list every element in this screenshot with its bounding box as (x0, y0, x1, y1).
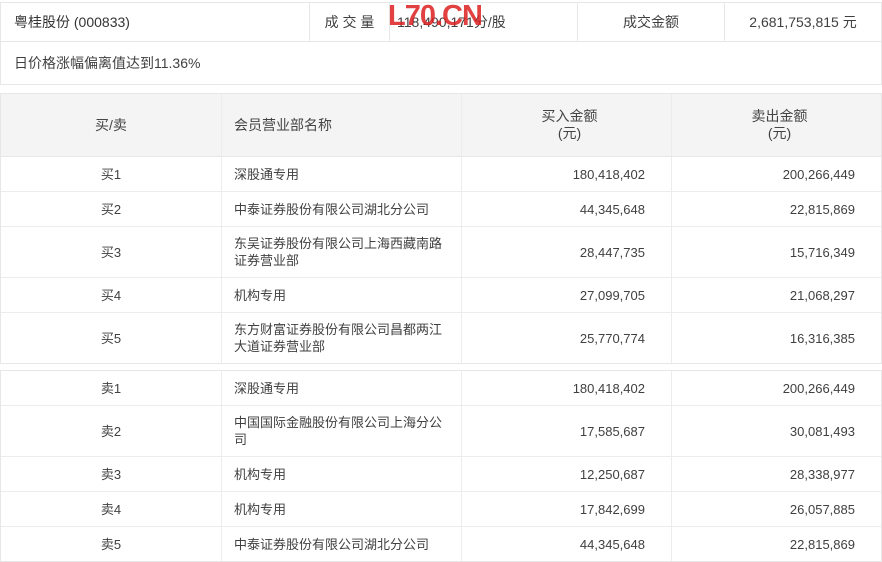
rank-cell: 卖5 (1, 527, 222, 561)
header-broker-name: 会员营业部名称 (222, 94, 462, 156)
volume-label: 成 交 量 (310, 3, 390, 41)
turnover-label: 成交金额 (578, 3, 725, 41)
sell-amount-cell: 26,057,885 (789, 501, 855, 517)
rank-cell: 买4 (1, 278, 222, 312)
header-buy-amount-unit: (元) (557, 125, 582, 141)
table-header-row: 买/卖 会员营业部名称 买入金额 (元) 卖出金额 (元) (1, 94, 881, 157)
header-sell-amount-line1: 卖出金额 (751, 108, 808, 124)
buy-amount-cell: 44,345,648 (462, 192, 672, 226)
broker-name-cell: 机构专用 (222, 492, 462, 526)
price-deviation-notice: 日价格涨幅偏离值达到11.36% (14, 55, 201, 71)
table-row-buy5: 买5 东方财富证券股份有限公司昌都两江大道证券营业部 25,770,774 16… (1, 313, 881, 363)
broker-name-cell: 机构专用 (222, 457, 462, 491)
header-buy-amount: 买入金额 (元) (462, 94, 672, 156)
buy-amount-cell: 27,099,705 (462, 278, 672, 312)
buy-amount-cell: 180,418,402 (462, 371, 672, 405)
rank-cell: 卖1 (1, 371, 222, 405)
sell-amount-cell: 15,716,349 (789, 244, 855, 260)
rank-cell: 买2 (1, 192, 222, 226)
sell-amount-cell: 28,338,977 (789, 466, 855, 482)
table-row-buy3: 买3 东吴证券股份有限公司上海西藏南路证券营业部 28,447,735 15,7… (1, 227, 881, 278)
table-row-sell5: 卖5 中泰证券股份有限公司湖北分公司 44,345,648 22,815,869 (1, 527, 881, 561)
header-sell-amount-unit: (元) (767, 125, 792, 141)
sell-amount-cell: 22,815,869 (789, 536, 855, 552)
header-sell-amount: 卖出金额 (元) (672, 94, 881, 156)
table-row-sell2: 卖2 中国国际金融股份有限公司上海分公司 17,585,687 30,081,4… (1, 406, 881, 457)
buy-amount-cell: 28,447,735 (462, 227, 672, 277)
sell-amount-cell: 16,316,385 (789, 330, 855, 346)
stock-info-row: 粤桂股份 (000833) 成 交 量 118,490,171分/股 成交金额 … (1, 3, 881, 42)
buy-amount-cell: 25,770,774 (462, 313, 672, 363)
header-buy-amount-line1: 买入金额 (541, 108, 598, 124)
broker-name-cell: 深股通专用 (222, 157, 462, 191)
buy-amount-cell: 12,250,687 (462, 457, 672, 491)
sell-amount-cell: 200,266,449 (782, 380, 855, 396)
buy-amount-cell: 180,418,402 (462, 157, 672, 191)
table-row-buy2: 买2 中泰证券股份有限公司湖北分公司 44,345,648 22,815,869 (1, 192, 881, 227)
broker-name-cell: 东方财富证券股份有限公司昌都两江大道证券营业部 (222, 313, 462, 363)
rank-cell: 卖4 (1, 492, 222, 526)
sell-amount-cell: 21,068,297 (789, 287, 855, 303)
volume-value: 118,490,171分/股 (390, 3, 578, 41)
rank-cell: 卖2 (1, 406, 222, 456)
sell-side-table: 卖1 深股通专用 180,418,402 200,266,449 卖2 中国国际… (0, 370, 882, 562)
stock-info-panel: 粤桂股份 (000833) 成 交 量 118,490,171分/股 成交金额 … (0, 2, 882, 85)
broker-name-cell: 中泰证券股份有限公司湖北分公司 (222, 527, 462, 561)
rank-cell: 卖3 (1, 457, 222, 491)
turnover-value: 2,681,753,815 元 (749, 14, 857, 30)
header-buy-sell: 买/卖 (1, 94, 222, 156)
buy-amount-cell: 44,345,648 (462, 527, 672, 561)
rank-cell: 买3 (1, 227, 222, 277)
buy-amount-cell: 17,585,687 (462, 406, 672, 456)
table-row-buy1: 买1 深股通专用 180,418,402 200,266,449 (1, 157, 881, 192)
broker-name-cell: 深股通专用 (222, 371, 462, 405)
sell-amount-cell: 30,081,493 (789, 423, 855, 439)
broker-name-cell: 中泰证券股份有限公司湖北分公司 (222, 192, 462, 226)
table-row-sell1: 卖1 深股通专用 180,418,402 200,266,449 (1, 371, 881, 406)
table-row-sell4: 卖4 机构专用 17,842,699 26,057,885 (1, 492, 881, 527)
table-row-buy4: 买4 机构专用 27,099,705 21,068,297 (1, 278, 881, 313)
broker-name-cell: 东吴证券股份有限公司上海西藏南路证券营业部 (222, 227, 462, 277)
sell-amount-cell: 200,266,449 (782, 166, 855, 182)
broker-name-cell: 中国国际金融股份有限公司上海分公司 (222, 406, 462, 456)
rank-cell: 买5 (1, 313, 222, 363)
buy-amount-cell: 17,842,699 (462, 492, 672, 526)
rank-cell: 买1 (1, 157, 222, 191)
broker-name-cell: 机构专用 (222, 278, 462, 312)
buy-side-table: 买/卖 会员营业部名称 买入金额 (元) 卖出金额 (元) 买1 深股通专用 1… (0, 93, 882, 364)
sell-amount-cell: 22,815,869 (789, 201, 855, 217)
table-row-sell3: 卖3 机构专用 12,250,687 28,338,977 (1, 457, 881, 492)
stock-name-and-code: 粤桂股份 (000833) (1, 3, 310, 41)
